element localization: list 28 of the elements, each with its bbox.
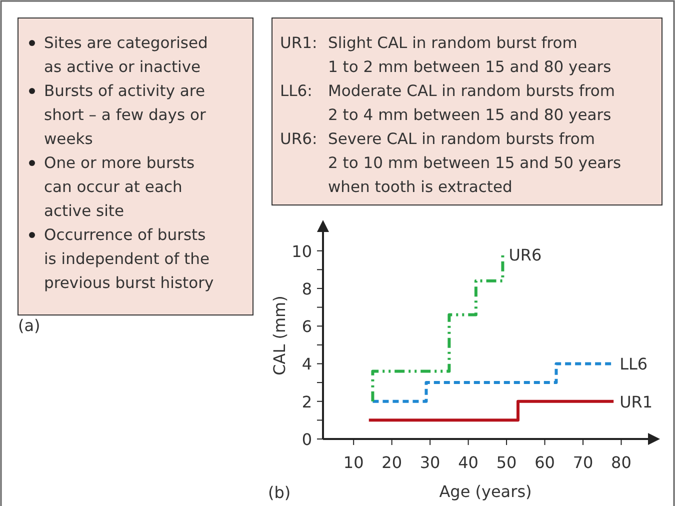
x-tick-label: 80 — [611, 453, 632, 472]
text: UR6: Severe CAL in random bursts from 2 to 10 mm between 15 and 50 years when tooth is extracted — [280, 130, 622, 196]
x-axis-title: Age (years) — [439, 482, 532, 501]
x-tick-label: 60 — [534, 453, 555, 472]
text: (b) — [268, 483, 291, 502]
text: Sites are categorised as active or inactive — [44, 34, 208, 76]
x-tick-label: 20 — [382, 453, 402, 472]
y-tick-label: 8 — [302, 279, 312, 298]
x-tick-label: 30 — [420, 453, 440, 472]
x-tick-label: 50 — [496, 453, 517, 472]
series-label: UR6 — [508, 246, 542, 265]
text: UR1: Slight CAL in random burst from 1 to 2 mm between 15 and 80 years — [280, 34, 612, 76]
x-tick-label: 70 — [572, 453, 594, 472]
text: (a) — [18, 316, 40, 335]
text: Bursts of activity are short – a few days or weeks — [44, 82, 206, 148]
x-tick-label: 10 — [343, 453, 364, 472]
series-label: LL6 — [620, 354, 648, 374]
x-tick-label: 40 — [458, 453, 478, 472]
text: One or more bursts can occur at each active site — [44, 154, 195, 220]
text: Occurrence of bursts is independent of the previous burst history — [44, 226, 214, 292]
y-tick-label: 2 — [302, 392, 312, 412]
y-tick-label: 10 — [292, 242, 312, 261]
y-tick-label: 4 — [302, 354, 312, 374]
y-tick-label: 0 — [302, 430, 312, 449]
y-tick-label: 6 — [302, 317, 312, 336]
y-axis-title: CAL (mm) — [270, 296, 289, 376]
series-label: UR1 — [620, 392, 653, 412]
text: LL6: Moderate CAL in random bursts from 2 to 4 mm between 15 and 80 years — [280, 82, 615, 124]
